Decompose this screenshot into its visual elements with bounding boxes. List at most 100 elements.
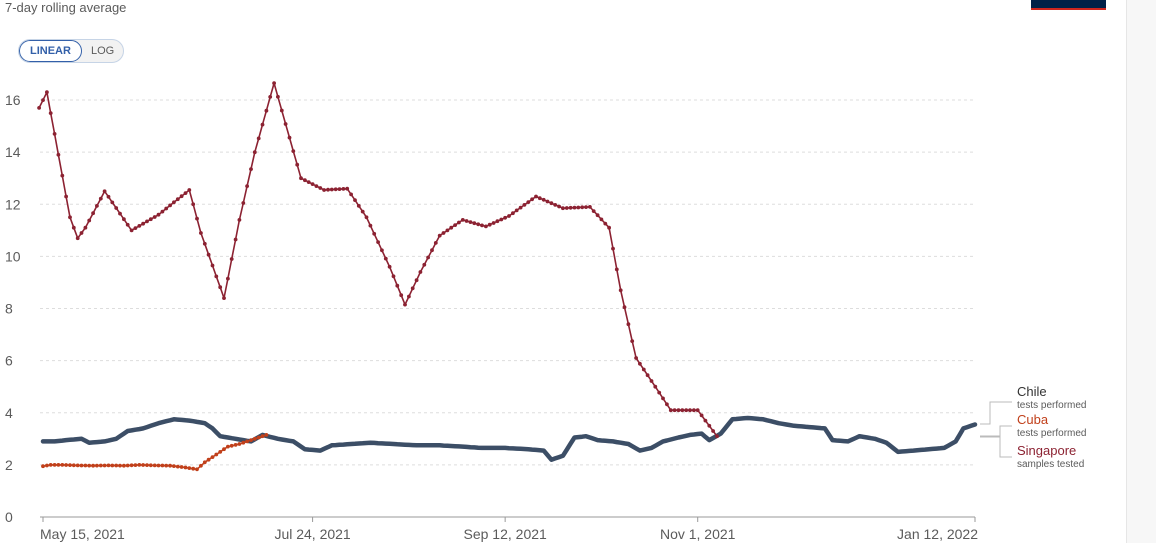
data-point [202, 460, 207, 465]
data-point [526, 200, 531, 205]
data-point [433, 241, 438, 245]
data-point [252, 436, 257, 441]
y-tick-label: 10 [5, 248, 21, 264]
data-point [56, 152, 61, 157]
data-point [187, 466, 192, 470]
data-point [110, 200, 115, 205]
data-point [183, 191, 188, 196]
series-cuba [41, 433, 269, 472]
data-point [276, 94, 280, 99]
data-point [599, 217, 604, 222]
data-point [618, 288, 623, 293]
data-point [210, 263, 215, 268]
data-point [676, 408, 681, 413]
data-point [122, 217, 126, 222]
data-point [129, 228, 134, 233]
data-point [329, 187, 334, 192]
data-point [226, 276, 230, 281]
data-point [260, 122, 265, 127]
data-point [514, 208, 519, 213]
data-point [445, 228, 450, 233]
data-point [360, 209, 365, 214]
data-point [249, 167, 253, 172]
data-point [399, 293, 404, 298]
data-point [364, 215, 369, 220]
legend-connector [980, 425, 1012, 437]
data-point [668, 408, 673, 413]
data-point [430, 248, 434, 253]
data-point [611, 246, 615, 251]
data-point [403, 302, 407, 307]
data-point [75, 236, 80, 241]
data-point [87, 218, 92, 223]
series-singapore [37, 81, 719, 439]
data-point [233, 237, 238, 242]
data-point [572, 205, 577, 210]
data-point [353, 198, 357, 203]
data-point [665, 402, 669, 407]
data-point [179, 465, 184, 469]
data-point [468, 220, 473, 225]
data-point [441, 231, 446, 235]
legend-connector [980, 436, 1012, 458]
data-point [172, 464, 176, 468]
data-point [580, 205, 585, 210]
data-point [472, 221, 477, 226]
log-scale-button[interactable]: LOG [90, 45, 115, 57]
data-point [584, 205, 588, 210]
data-point [98, 463, 103, 468]
data-point [125, 222, 130, 227]
data-point [229, 257, 234, 261]
data-point [195, 467, 199, 472]
data-point [699, 413, 704, 418]
data-point [318, 186, 323, 190]
data-point [237, 442, 242, 446]
data-point [256, 136, 261, 141]
data-point [187, 188, 192, 192]
y-tick-label: 4 [5, 405, 13, 421]
data-point [268, 95, 273, 99]
data-point [688, 408, 692, 413]
data-point [179, 194, 184, 199]
data-point [156, 212, 161, 217]
data-point [56, 463, 61, 467]
line-chart: 0 2 4 6 8 10 12 14 16 May 15, 2021 Jul 24, 2021 Se… [5, 81, 1086, 542]
series-lines [37, 81, 978, 472]
data-point [260, 434, 265, 439]
x-tick-label: Jan 12, 2022 [897, 526, 978, 542]
logo-badge [1031, 0, 1106, 10]
linear-scale-button[interactable]: LINEAR [19, 40, 82, 62]
data-point [256, 435, 261, 440]
data-point [295, 162, 300, 167]
data-point [391, 274, 396, 279]
data-point [476, 222, 481, 227]
data-point [237, 218, 242, 222]
data-point [564, 206, 569, 210]
data-point [630, 339, 635, 343]
data-point [383, 256, 388, 261]
data-point [503, 215, 507, 220]
scale-toggle: LINEAR LOG [18, 39, 125, 63]
data-point [95, 463, 99, 468]
data-point [145, 463, 149, 467]
data-point [522, 203, 527, 207]
data-point [368, 223, 373, 228]
x-tick-label: May 15, 2021 [40, 526, 125, 542]
data-point [137, 463, 142, 467]
data-point [141, 463, 146, 467]
data-point [110, 463, 115, 468]
x-tick-label: Nov 1, 2021 [660, 526, 736, 542]
data-point [41, 98, 45, 102]
data-point [160, 463, 165, 468]
data-point [202, 241, 207, 246]
data-point [199, 231, 203, 235]
data-point [37, 106, 41, 110]
x-tick-label: Sep 12, 2021 [464, 526, 548, 542]
series-chile [40, 415, 978, 462]
data-point [603, 221, 608, 226]
data-point [487, 222, 492, 227]
data-point [218, 285, 223, 290]
data-point [45, 463, 49, 468]
legend-name: Cuba [1017, 412, 1049, 427]
legend-connector [980, 401, 1012, 425]
